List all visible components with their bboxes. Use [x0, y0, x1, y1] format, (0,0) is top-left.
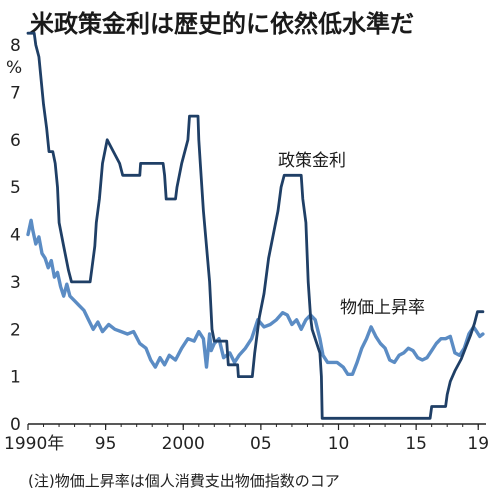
x-tick-label: 1990年	[4, 434, 64, 454]
series-label-policy-rate: 政策金利	[278, 151, 346, 171]
y-tick-label: 5	[10, 178, 21, 198]
y-tick-label: 0	[10, 415, 21, 435]
y-tick-label: 1	[10, 368, 21, 388]
x-tick-label: 95	[95, 434, 117, 454]
y-tick-label: 8	[10, 36, 21, 56]
y-tick-label: 6	[10, 131, 21, 151]
x-tick-label: 05	[250, 434, 272, 454]
y-tick-label: 7	[10, 83, 21, 103]
x-tick-label: 15	[405, 434, 427, 454]
chart-note: (注)物価上昇率は個人消費支出物価指数のコア	[28, 472, 340, 490]
y-axis-unit: %	[6, 58, 22, 78]
y-tick-label: 4	[10, 226, 21, 246]
x-tick-label: 10	[328, 434, 350, 454]
y-tick-label: 3	[10, 273, 21, 293]
x-tick-label: 2000	[162, 434, 205, 454]
series-line-inflation	[26, 218, 485, 376]
series-line-policy-rate	[26, 31, 485, 420]
chart-title: 米政策金利は歴史的に依然低水準だ	[30, 10, 414, 38]
series-label-inflation: 物価上昇率	[340, 298, 425, 318]
x-tick-label: 19	[467, 434, 489, 454]
y-tick-label: 2	[10, 320, 21, 340]
